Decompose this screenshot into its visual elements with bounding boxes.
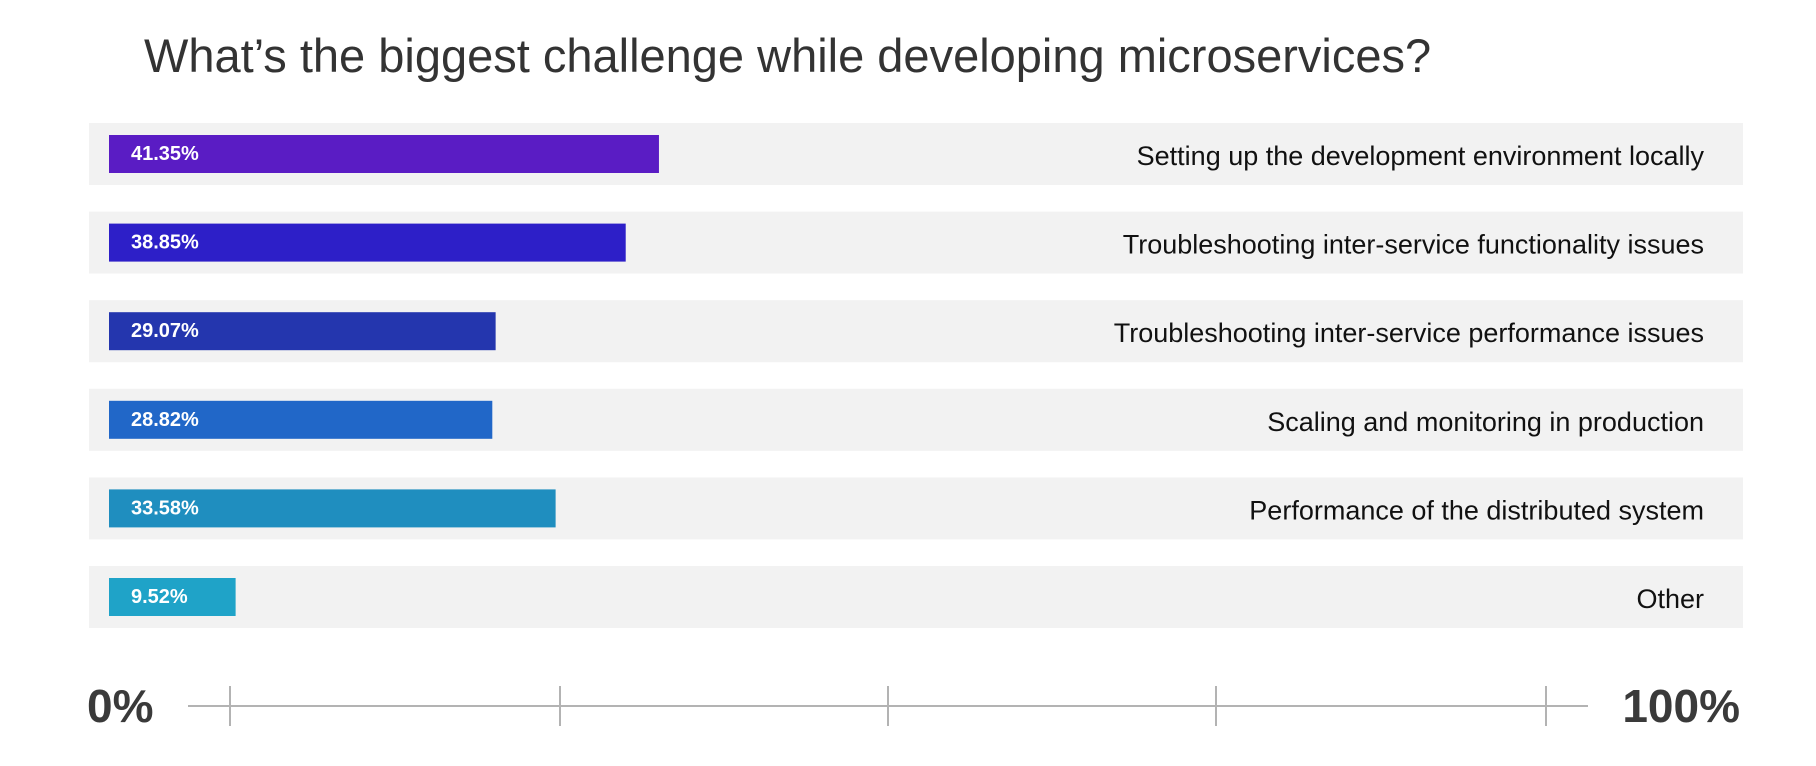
category-label: Setting up the development environment l… <box>1137 141 1705 171</box>
row-background <box>89 566 1743 628</box>
chart-title: What’s the biggest challenge while devel… <box>144 29 1431 82</box>
bar <box>109 578 236 616</box>
category-label: Scaling and monitoring in production <box>1267 407 1704 437</box>
bar-row: 33.58% Performance of the distributed sys… <box>89 477 1743 540</box>
bar-value-label: 9.52% <box>131 586 188 608</box>
x-axis: 0% 100% <box>87 680 1740 732</box>
category-label: Troubleshooting inter-service performanc… <box>1114 318 1704 348</box>
bar-value-label: 29.07% <box>131 320 199 342</box>
bar-row: 9.52% Other <box>89 566 1743 628</box>
bar <box>109 223 626 262</box>
bar-value-label: 41.35% <box>131 143 199 165</box>
bar <box>109 400 493 439</box>
bar <box>109 489 556 528</box>
bar-row: 41.35% Setting up the development environ… <box>89 123 1743 185</box>
bar-value-label: 33.58% <box>131 497 199 519</box>
bar-row: 29.07% Troubleshooting inter-service perf… <box>89 300 1743 363</box>
category-label: Performance of the distributed system <box>1249 495 1704 525</box>
bar-row: 28.82% Scaling and monitoring in producti… <box>89 388 1743 451</box>
bar-value-label: 38.85% <box>131 232 199 254</box>
axis-max-label: 100% <box>1622 680 1740 732</box>
bar-row: 38.85% Troubleshooting inter-service func… <box>89 211 1743 274</box>
axis-min-label: 0% <box>87 680 153 732</box>
category-label: Other <box>1636 584 1704 614</box>
chart-rows: 41.35% Setting up the development environ… <box>89 123 1743 628</box>
bar <box>109 135 659 173</box>
category-label: Troubleshooting inter-service functional… <box>1123 230 1704 260</box>
bar-value-label: 28.82% <box>131 409 199 431</box>
bar <box>109 312 496 351</box>
